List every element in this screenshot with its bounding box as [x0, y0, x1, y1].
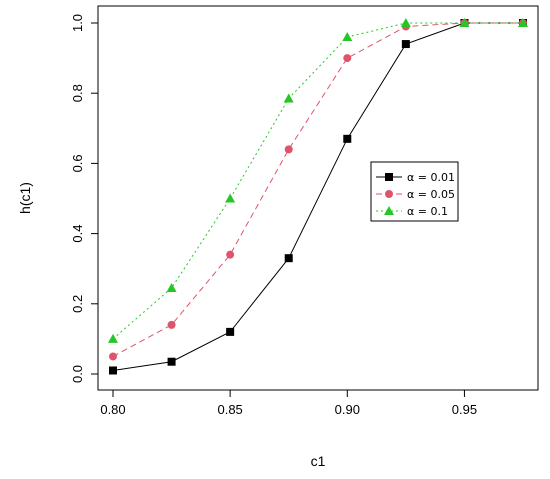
data-point	[167, 357, 176, 366]
x-tick-label: 0.90	[335, 402, 360, 417]
data-point	[226, 250, 235, 259]
x-tick-label: 0.85	[217, 402, 242, 417]
data-point	[108, 333, 118, 343]
y-tick-label: 1.0	[70, 14, 85, 32]
data-point	[284, 254, 293, 263]
series-line-1	[112, 22, 523, 357]
data-point	[400, 18, 411, 27]
x-tick-label: 0.95	[452, 402, 477, 417]
series-markers	[108, 18, 528, 375]
legend-label: α = 0.1	[407, 205, 448, 218]
data-point	[459, 18, 470, 27]
series-lines	[112, 22, 523, 371]
y-tick-label: 0.8	[70, 84, 85, 102]
y-tick-label: 0.6	[70, 154, 85, 172]
y-axis: 0.0 0.2 0.4 0.6 0.8 1.0	[70, 14, 98, 383]
legend-box	[370, 161, 459, 222]
x-axis: 0.80 0.85 0.90 0.95	[100, 390, 477, 417]
plot-frame	[97, 5, 539, 391]
series-line-0	[112, 22, 523, 371]
data-point	[401, 40, 410, 49]
x-axis-label: c1	[311, 453, 326, 469]
data-point	[342, 32, 353, 42]
data-point	[166, 283, 177, 293]
y-tick-label: 0.4	[70, 225, 85, 243]
series-line-2	[112, 22, 523, 340]
data-point	[343, 54, 352, 63]
data-point	[284, 145, 293, 154]
y-tick-label: 0.0	[70, 365, 85, 383]
legend: α = 0.01 α = 0.05 α = 0.1	[370, 161, 459, 222]
data-point	[167, 320, 176, 329]
legend-marker	[385, 173, 393, 181]
legend-marker	[384, 206, 394, 215]
data-point	[109, 366, 117, 375]
data-point	[225, 193, 236, 203]
data-point	[226, 327, 235, 336]
x-tick-label: 0.80	[100, 402, 125, 417]
legend-label: α = 0.05	[407, 188, 455, 201]
data-point	[283, 93, 294, 103]
y-axis-label: h(c1)	[17, 182, 33, 214]
legend-label: α = 0.01	[407, 171, 455, 184]
y-tick-label: 0.2	[70, 295, 85, 313]
data-point	[109, 352, 117, 361]
data-point	[518, 18, 528, 27]
data-point	[343, 134, 352, 143]
legend-marker	[385, 190, 393, 198]
